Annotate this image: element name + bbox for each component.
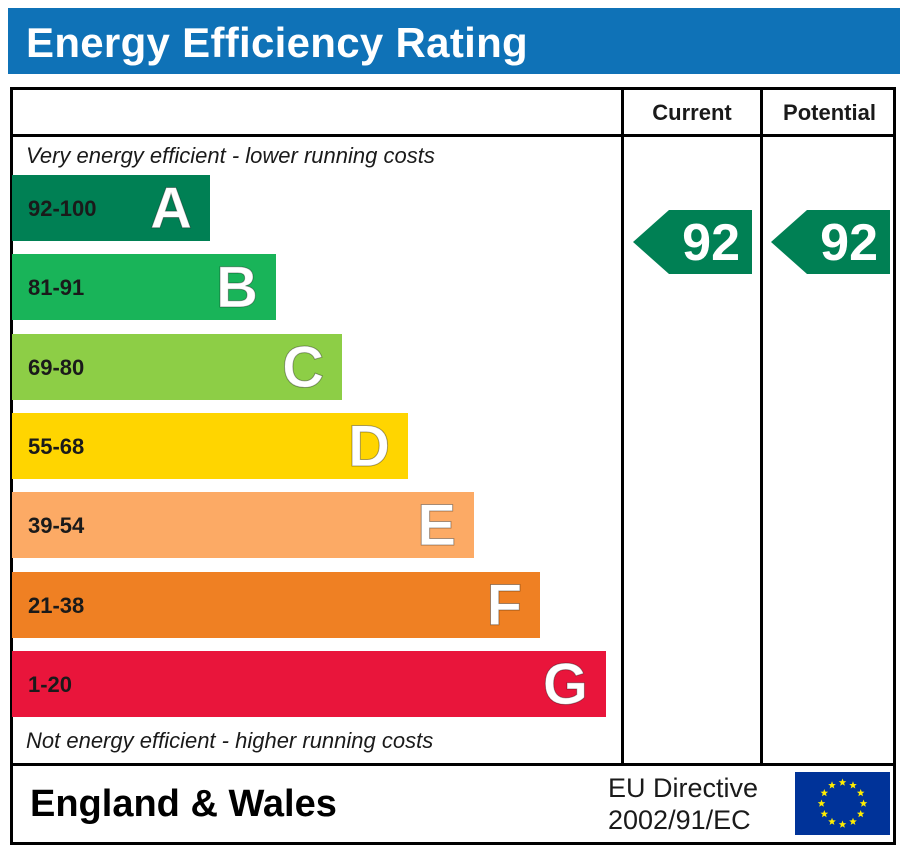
band-range-label: 69-80 xyxy=(28,354,85,380)
directive-line-2: 2002/91/EC xyxy=(608,805,751,835)
footer-divider xyxy=(10,763,896,766)
eu-star-icon xyxy=(859,799,868,807)
band-g: 1-20 G xyxy=(12,650,606,717)
rating-frame xyxy=(10,87,896,845)
page-title: Energy Efficiency Rating xyxy=(26,19,528,66)
eu-star-icon xyxy=(856,789,865,797)
caption-top: Very energy efficient - lower running co… xyxy=(26,143,435,168)
caption-bottom: Not energy efficient - higher running co… xyxy=(26,728,434,753)
eu-star-icon xyxy=(849,817,857,825)
band-letter: B xyxy=(216,255,259,321)
eu-star-icon xyxy=(820,789,829,797)
eu-star-icon xyxy=(828,781,836,789)
eu-star-icon xyxy=(838,820,847,828)
band-letter: G xyxy=(542,651,588,717)
band-f: 21-38 F xyxy=(12,571,540,638)
band-letter: D xyxy=(348,413,391,479)
band-range-label: 92-100 xyxy=(28,196,97,221)
eu-stars xyxy=(817,778,868,828)
header-divider xyxy=(10,134,896,137)
band-range-label: 55-68 xyxy=(28,433,85,459)
band-letter: F xyxy=(486,572,522,638)
band-range-label: 39-54 xyxy=(28,513,85,539)
title-bar: Energy Efficiency Rating xyxy=(8,8,900,74)
potential-rating-value: 92 xyxy=(820,214,878,272)
band-range-label: 1-20 xyxy=(28,671,73,697)
directive-line-1: EU Directive xyxy=(608,773,759,803)
band-letter: A xyxy=(150,176,193,242)
eu-star-icon xyxy=(838,778,847,786)
band-a: 92-100 A xyxy=(12,175,210,242)
column-header-current: Current xyxy=(652,100,732,125)
band-d: 55-68 D xyxy=(12,412,408,479)
band-letter: E xyxy=(417,493,457,559)
current-arrow-shape xyxy=(633,210,752,274)
band-range-label: 21-38 xyxy=(28,592,85,618)
band-b: 81-91 B xyxy=(12,254,276,321)
footer-directive: EU Directive 2002/91/EC xyxy=(608,772,758,836)
eu-star-icon xyxy=(849,781,857,789)
eu-star-icon xyxy=(820,810,829,818)
footer-region: England & Wales xyxy=(30,783,337,825)
eu-star-icon xyxy=(856,810,865,818)
divider-potential xyxy=(760,87,763,766)
potential-rating-arrow: 92 xyxy=(771,210,890,274)
band-c: 69-80 C xyxy=(12,333,342,400)
current-rating-value: 92 xyxy=(682,214,740,272)
column-header-potential: Potential xyxy=(783,100,876,125)
eu-star-icon xyxy=(817,799,826,807)
current-rating-arrow: 92 xyxy=(633,210,752,274)
band-e: 39-54 E xyxy=(12,492,474,559)
eu-flag-icon xyxy=(795,772,890,835)
divider-current xyxy=(621,87,624,766)
band-range-label: 81-91 xyxy=(28,275,85,301)
eu-star-icon xyxy=(828,817,836,825)
band-letter: C xyxy=(282,334,325,400)
potential-arrow-shape xyxy=(771,210,890,274)
